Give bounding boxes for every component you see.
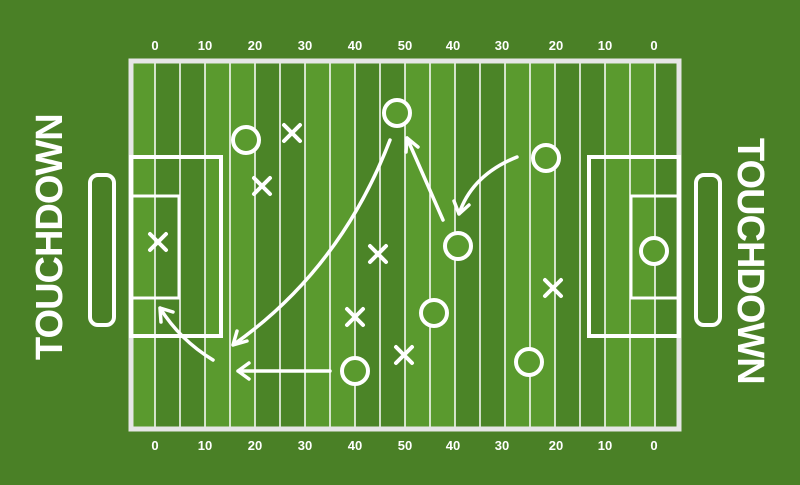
offense-player-circle (443, 231, 473, 261)
defense-player-x (543, 278, 563, 298)
right-goalpost (694, 173, 722, 327)
yard-number-bottom: 20 (248, 438, 262, 453)
field-stripe (555, 60, 580, 430)
offense-player-circle (382, 98, 412, 128)
field-stripe (480, 60, 505, 430)
defense-player-x (368, 244, 388, 264)
field-stripe (130, 60, 155, 430)
offense-player-circle (419, 298, 449, 328)
offense-player-circle (531, 143, 561, 173)
route-arrow-left (236, 361, 332, 381)
left-touchdown-label: TOUCHDOWN (29, 114, 71, 360)
defense-player-x (345, 307, 365, 327)
yard-number-top: 40 (348, 38, 362, 53)
yard-numbers-top: 0 10 20 30 40 50 40 30 20 10 0 (151, 38, 657, 53)
yard-number-top: 50 (398, 38, 412, 53)
field-stripe (255, 60, 280, 430)
route-arrow-long-pass (231, 138, 392, 347)
yard-number-top: 0 (650, 38, 657, 53)
field-stripe (280, 60, 305, 430)
yard-lines (154, 62, 656, 428)
left-inner-box (129, 194, 181, 300)
offense-player-circle (231, 125, 261, 155)
yard-number-bottom: 50 (398, 438, 412, 453)
offense-player-circle (639, 236, 669, 266)
yard-number-bottom: 10 (198, 438, 212, 453)
route-arrow-curl (452, 155, 519, 216)
yard-number-bottom: 10 (598, 438, 612, 453)
route-arrow-endzone (158, 306, 215, 362)
offense-player-circle (514, 347, 544, 377)
route-arrow-up (404, 136, 445, 222)
yard-number-top: 20 (549, 38, 563, 53)
left-goalpost (88, 173, 116, 327)
field-stripe (305, 60, 330, 430)
yard-number-bottom: 20 (549, 438, 563, 453)
right-touchdown-label: TOUCHDOWN (729, 138, 771, 384)
right-inner-box (629, 194, 681, 300)
field-stripe (605, 60, 630, 430)
defense-player-x (394, 345, 414, 365)
field-stripe (205, 60, 230, 430)
yard-number-top: 30 (495, 38, 509, 53)
yard-number-top: 20 (248, 38, 262, 53)
yard-number-top: 0 (151, 38, 158, 53)
yard-number-bottom: 30 (495, 438, 509, 453)
field-stripe (580, 60, 605, 430)
yard-number-bottom: 40 (446, 438, 460, 453)
yard-number-top: 30 (298, 38, 312, 53)
field-stripe (180, 60, 205, 430)
yard-number-top: 10 (198, 38, 212, 53)
defense-player-x (282, 123, 302, 143)
defense-player-x (148, 232, 168, 252)
yard-number-bottom: 40 (348, 438, 362, 453)
yard-number-bottom: 0 (650, 438, 657, 453)
yard-number-top: 10 (598, 38, 612, 53)
yard-number-bottom: 0 (151, 438, 158, 453)
yard-number-bottom: 30 (298, 438, 312, 453)
defense-player-x (252, 176, 272, 196)
offense-player-circle (340, 356, 370, 386)
yard-numbers-bottom: 0 10 20 30 40 50 40 30 20 10 0 (151, 438, 657, 453)
yard-number-top: 40 (446, 38, 460, 53)
